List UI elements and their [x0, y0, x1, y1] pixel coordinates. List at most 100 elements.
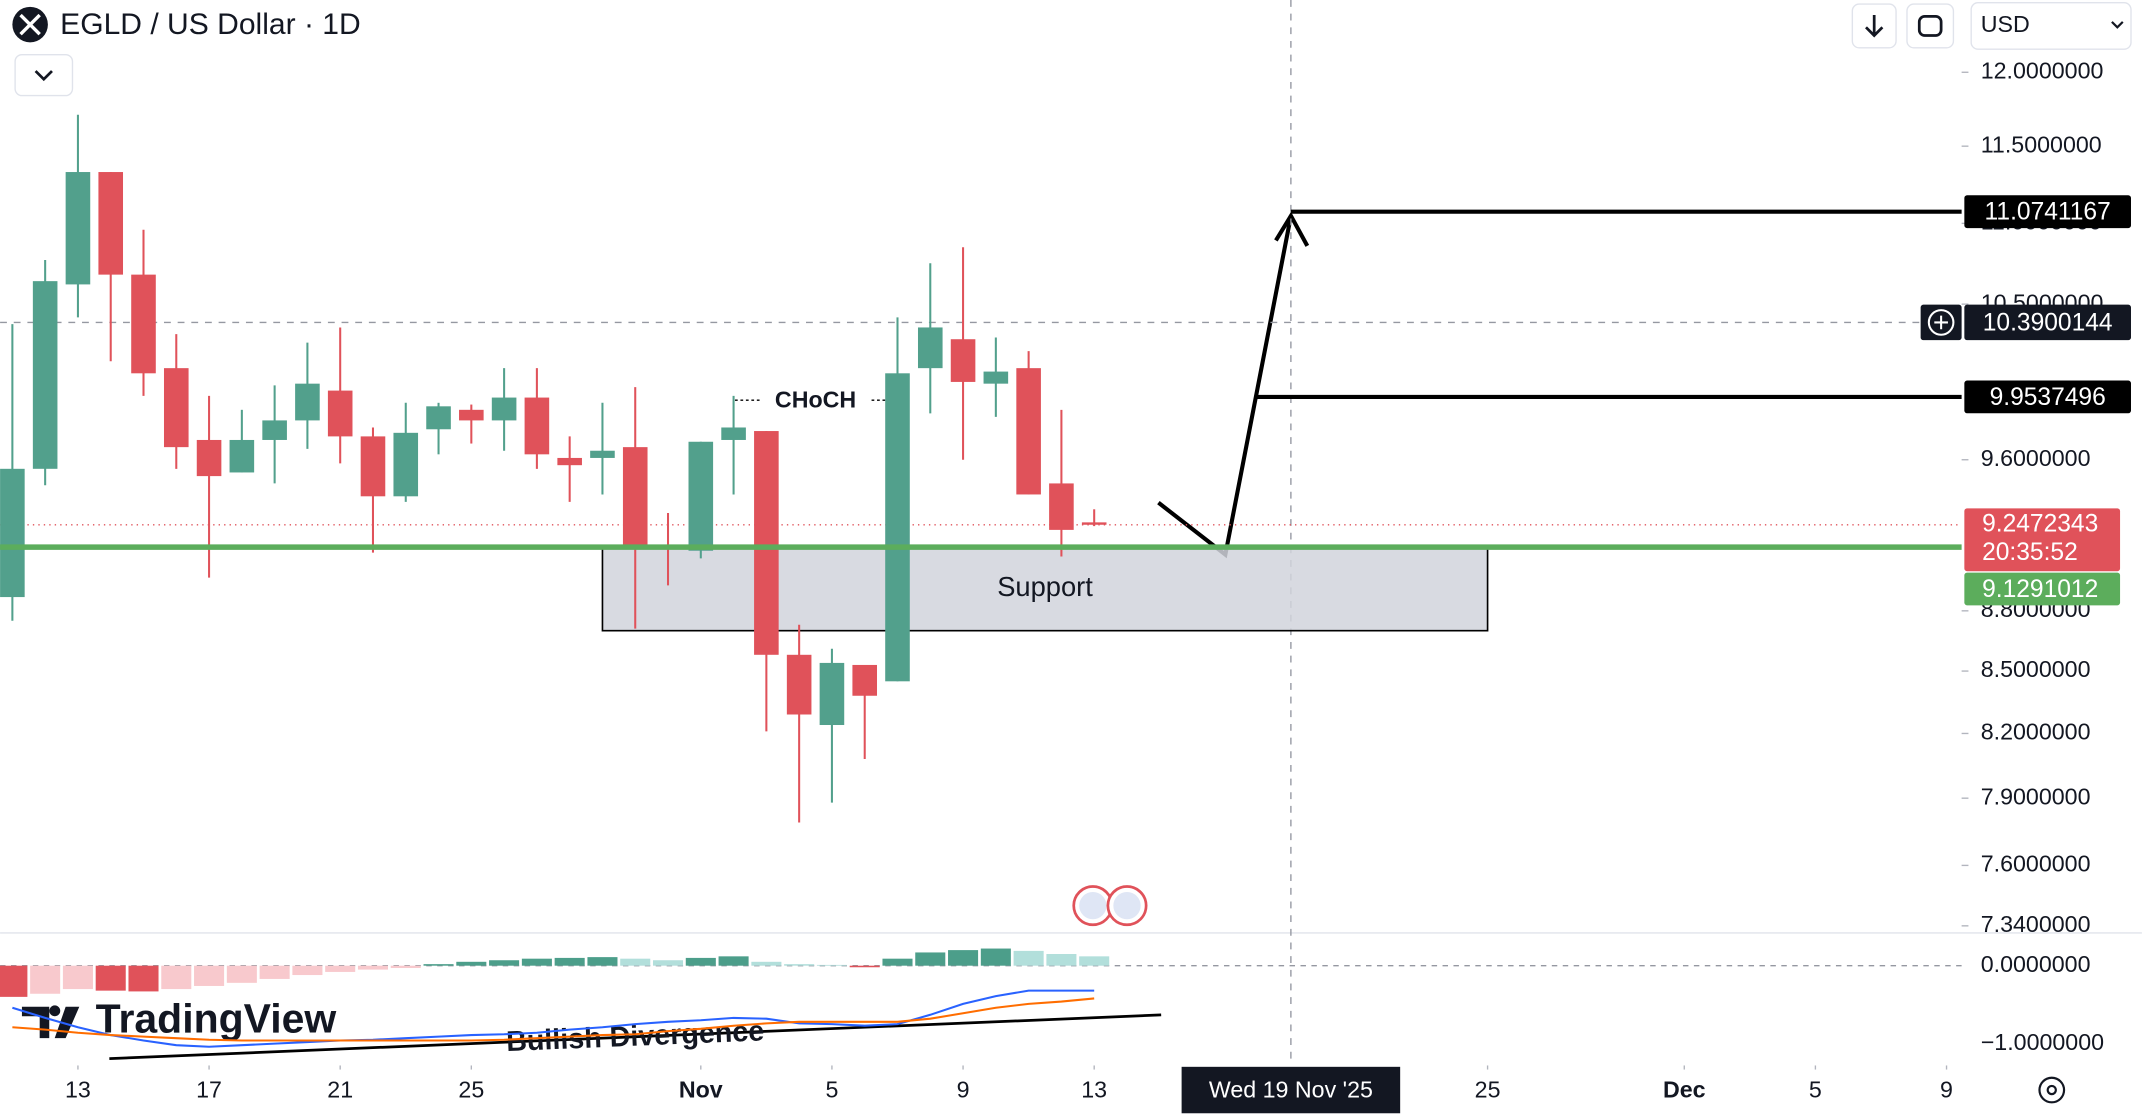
- histogram-bar: [718, 956, 749, 966]
- x-tick-label: 13: [65, 1077, 91, 1103]
- candle-body: [590, 450, 615, 458]
- x-tick-label: Dec: [1663, 1077, 1706, 1103]
- last-price-badge: [1964, 508, 2121, 572]
- candle-body: [98, 172, 124, 275]
- histogram-bar: [95, 965, 126, 991]
- y-tick-label: 7.3400000: [1981, 911, 2091, 937]
- crosshair-date-badge: [1181, 1066, 1401, 1114]
- histogram-bar: [390, 965, 421, 969]
- fullscreen-button[interactable]: [1906, 3, 1955, 49]
- histogram-bar: [882, 958, 913, 966]
- candle-body: [852, 664, 878, 696]
- settings-button[interactable]: [2038, 1076, 2066, 1104]
- x-tick-label: 9: [957, 1077, 970, 1103]
- x-tick-label: 9: [1940, 1077, 1953, 1103]
- candle-body: [557, 457, 582, 466]
- event-icon-flag: [1113, 891, 1141, 920]
- histogram-bar: [62, 965, 93, 990]
- y-tick-label: −1.0000000: [1981, 1029, 2104, 1055]
- x-tick-label: 13: [1081, 1077, 1107, 1103]
- y-tick-label: 8.2000000: [1981, 719, 2091, 745]
- candle-body: [426, 406, 451, 430]
- histogram-bar: [161, 965, 192, 990]
- choch-label: CHoCH: [775, 387, 856, 413]
- level-badge: [1964, 195, 2131, 229]
- candle-body: [360, 436, 386, 497]
- collapse-button[interactable]: [14, 53, 74, 97]
- candle-body: [491, 397, 517, 421]
- candle-body: [262, 420, 287, 440]
- y-tick-label: 0.0000000: [1981, 951, 2091, 977]
- chevron-icon: [34, 70, 53, 82]
- candle-body: [131, 274, 156, 374]
- candle-body: [950, 339, 976, 382]
- histogram-bar: [423, 964, 454, 966]
- crosshair-price-badge: [1964, 304, 2131, 341]
- candle-body: [721, 427, 746, 440]
- histogram-bar: [292, 965, 323, 976]
- histogram-bar: [948, 950, 979, 966]
- candle-body: [32, 281, 58, 469]
- currency-label: USD: [1981, 11, 2030, 37]
- x-tick-label: 5: [825, 1077, 838, 1103]
- histogram-bar: [521, 958, 552, 966]
- y-tick-label: 12.0000000: [1981, 57, 2104, 83]
- fullscreen-icon: [1917, 15, 1943, 37]
- level-label: 9.9537496: [1990, 384, 2106, 411]
- countdown-label: 20:35:52: [1982, 539, 2078, 566]
- candle-body: [622, 447, 648, 549]
- choch-line: [732, 399, 761, 410]
- support-zone: [601, 546, 1489, 632]
- candle-body: [196, 439, 222, 477]
- histogram-bar: [259, 965, 290, 979]
- histogram-bar: [357, 965, 389, 970]
- symbol-logo-mark: [19, 13, 41, 36]
- x-tick-label: 5: [1809, 1077, 1822, 1103]
- candle-body: [1049, 483, 1074, 530]
- candle-body: [917, 327, 943, 369]
- currency-select[interactable]: [1970, 2, 2132, 50]
- histogram-bar: [325, 965, 356, 972]
- candle-body: [327, 390, 353, 437]
- candle-body: [65, 172, 91, 285]
- support-label: Support: [997, 571, 1093, 602]
- event-icon-flag: [1079, 891, 1107, 920]
- histogram-bar: [915, 952, 946, 966]
- x-tick-label: 17: [196, 1077, 222, 1103]
- x-tick-label: 25: [1475, 1077, 1501, 1103]
- histogram-bar: [128, 965, 159, 992]
- histogram-bar: [849, 965, 880, 968]
- candle-body: [393, 432, 419, 497]
- histogram-bar: [554, 957, 585, 966]
- histogram-bar: [226, 965, 257, 983]
- histogram-bar: [194, 965, 225, 986]
- histogram-bar: [652, 960, 684, 966]
- histogram-bar: [0, 965, 28, 997]
- candle-body: [754, 431, 779, 655]
- candle-body: [295, 383, 320, 421]
- candle-body: [0, 468, 25, 598]
- level-label: 11.0741167: [1985, 199, 2111, 226]
- plus-icon: [1934, 315, 1948, 330]
- candle-body: [459, 409, 484, 421]
- histogram-bar: [1079, 956, 1110, 966]
- download-icon: [1865, 15, 1884, 38]
- last-price-label: 9.2472343: [1982, 510, 2098, 537]
- histogram-bar: [489, 960, 520, 966]
- signal-line: [12, 997, 1095, 1042]
- histogram-bar: [456, 961, 487, 966]
- histogram-bar: [816, 964, 847, 966]
- support-badge: [1964, 572, 2121, 606]
- crosshair-price-label: 10.3900144: [1983, 309, 2113, 336]
- histogram-bar: [980, 948, 1011, 966]
- support-price-label: 9.1291012: [1982, 576, 2098, 603]
- histogram-bar: [784, 964, 815, 966]
- settings-icon: [2046, 1084, 2057, 1096]
- histogram-bar: [587, 957, 618, 966]
- histogram-bar: [685, 957, 716, 966]
- candle-body: [163, 368, 189, 448]
- histogram-bar: [620, 958, 651, 966]
- symbol-title[interactable]: EGLD / US Dollar · 1D: [60, 8, 361, 41]
- projection-arrowhead: [1274, 211, 1310, 247]
- candle-body: [819, 662, 845, 726]
